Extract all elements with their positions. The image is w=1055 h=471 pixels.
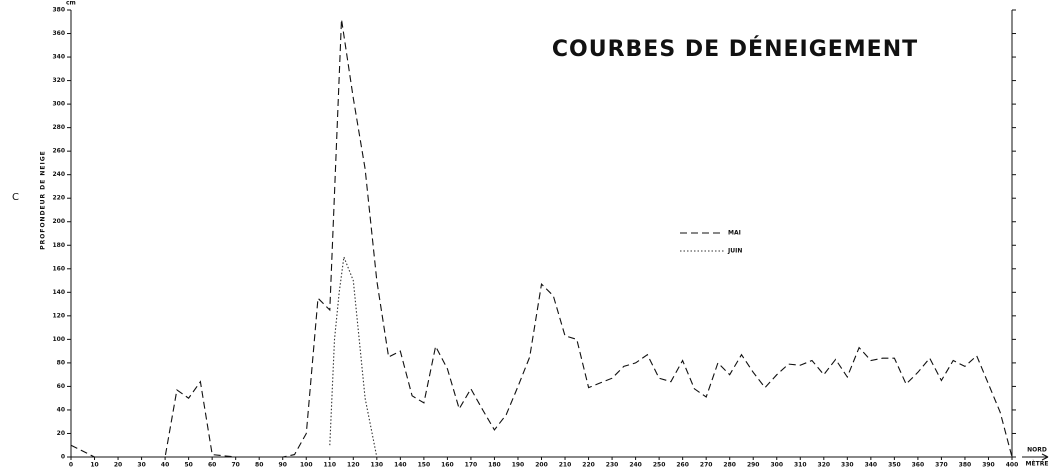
x-tick-label: 240 bbox=[629, 462, 642, 469]
x-tick-label: 70 bbox=[231, 462, 239, 469]
x-tick-label: 370 bbox=[935, 462, 948, 469]
y-tick-label: 380 bbox=[52, 7, 65, 14]
x-tick-label: 290 bbox=[747, 462, 760, 469]
north-arrow bbox=[1022, 453, 1049, 461]
x-tick-label: 120 bbox=[347, 462, 360, 469]
x-tick-label: 10 bbox=[90, 462, 98, 469]
x-tick-label: 200 bbox=[535, 462, 548, 469]
x-tick-label: 220 bbox=[582, 462, 595, 469]
x-tick-label: 250 bbox=[653, 462, 666, 469]
y-tick-label: 340 bbox=[52, 54, 65, 61]
x-tick-label: 330 bbox=[841, 462, 854, 469]
x-tick-label: 80 bbox=[255, 462, 263, 469]
x-tick-label: 140 bbox=[394, 462, 407, 469]
x-tick-label: 150 bbox=[418, 462, 431, 469]
x-tick-label: 400 bbox=[1006, 462, 1019, 469]
x-tick-label: 50 bbox=[184, 462, 192, 469]
chart-title: COURBES DE DÉNEIGEMENT bbox=[552, 36, 918, 62]
y-tick-label: 200 bbox=[52, 218, 65, 225]
corner-label: C bbox=[12, 192, 19, 203]
y-tick-label: 360 bbox=[52, 30, 65, 37]
series-line bbox=[329, 254, 378, 458]
x-tick-label: 270 bbox=[700, 462, 713, 469]
y-tick-label: 100 bbox=[52, 336, 65, 343]
x-tick-label: 30 bbox=[137, 462, 145, 469]
y-tick-label: 0 bbox=[61, 454, 65, 461]
y-tick-label: 300 bbox=[52, 101, 65, 108]
x-tick-label: 380 bbox=[959, 462, 972, 469]
direction-label: NORD bbox=[1027, 447, 1047, 454]
x-tick-label: 110 bbox=[324, 462, 337, 469]
x-tick-label: 130 bbox=[371, 462, 384, 469]
y-tick-label: 240 bbox=[52, 171, 65, 178]
x-tick-label: 310 bbox=[794, 462, 807, 469]
x-tick-label: 90 bbox=[279, 462, 287, 469]
x-tick-label: 0 bbox=[69, 462, 73, 469]
x-tick-label: 40 bbox=[161, 462, 169, 469]
series-line bbox=[70, 19, 1013, 458]
legend-label: MAI bbox=[728, 230, 741, 237]
x-tick-label: 170 bbox=[465, 462, 478, 469]
x-tick-label: 160 bbox=[441, 462, 454, 469]
x-tick-label: 180 bbox=[488, 462, 501, 469]
y-axis-label: PROFONDEUR DE NEIGE bbox=[40, 150, 47, 250]
y-tick-label: 180 bbox=[52, 242, 65, 249]
y-tick-label: 320 bbox=[52, 77, 65, 84]
y-tick-label: 40 bbox=[57, 406, 65, 413]
x-tick-label: 230 bbox=[606, 462, 619, 469]
x-tick-label: 390 bbox=[982, 462, 995, 469]
x-tick-label: 320 bbox=[818, 462, 831, 469]
x-tick-label: 210 bbox=[559, 462, 572, 469]
x-tick-label: 260 bbox=[676, 462, 689, 469]
y-tick-label: 280 bbox=[52, 124, 65, 131]
x-tick-label: 280 bbox=[723, 462, 736, 469]
y-unit: cm bbox=[66, 0, 76, 7]
y-tick-label: 120 bbox=[52, 312, 65, 319]
x-tick-label: 340 bbox=[865, 462, 878, 469]
x-tick-label: 350 bbox=[888, 462, 901, 469]
x-tick-label: 300 bbox=[770, 462, 783, 469]
y-tick-label: 80 bbox=[57, 359, 65, 366]
y-tick-label: 220 bbox=[52, 195, 65, 202]
y-tick-label: 140 bbox=[52, 289, 65, 296]
x-tick-label: 360 bbox=[912, 462, 925, 469]
x-axis-label: MÈTRE bbox=[1026, 460, 1049, 468]
y-tick-label: 20 bbox=[57, 430, 65, 437]
x-tick-label: 60 bbox=[208, 462, 216, 469]
y-tick-label: 160 bbox=[52, 265, 65, 272]
y-tick-label: 60 bbox=[57, 383, 65, 390]
x-tick-label: 20 bbox=[114, 462, 122, 469]
y-tick-label: 260 bbox=[52, 148, 65, 155]
legend-label: JUIN bbox=[727, 248, 742, 255]
x-tick-label: 100 bbox=[300, 462, 313, 469]
x-tick-label: 190 bbox=[512, 462, 525, 469]
